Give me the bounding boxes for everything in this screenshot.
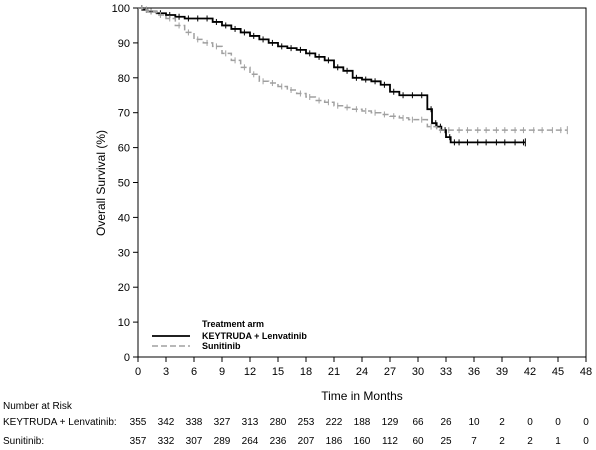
risk-value: 357: [130, 436, 147, 447]
y-tick-label: 30: [118, 247, 130, 259]
risk-value: 338: [186, 417, 203, 428]
risk-value: 253: [298, 417, 315, 428]
legend-label-sunitinib: Sunitinib: [202, 341, 241, 351]
legend-title: Treatment arm: [202, 319, 264, 329]
risk-value: 0: [527, 417, 533, 428]
risk-value: 2: [499, 436, 505, 447]
risk-value: 188: [354, 417, 371, 428]
risk-value: 332: [158, 436, 175, 447]
risk-value: 26: [440, 417, 452, 428]
x-tick-label: 18: [300, 366, 312, 378]
series-line-keytruda: [138, 7, 526, 144]
risk-value: 112: [382, 436, 398, 447]
risk-value: 207: [298, 436, 315, 447]
risk-table-header: Number at Risk: [3, 401, 73, 412]
x-tick-label: 33: [440, 366, 452, 378]
x-tick-label: 12: [244, 366, 256, 378]
risk-table: Number at Risk KEYTRUDA + Lenvatinib: Su…: [3, 401, 589, 447]
y-axis: 0 10 20 30 40 50 60 70 80 90 100: [112, 3, 138, 364]
risk-value: 307: [186, 436, 203, 447]
y-tick-label: 20: [118, 282, 130, 294]
y-tick-label: 100: [112, 3, 130, 15]
y-tick-label: 10: [118, 317, 130, 329]
x-tick-label: 45: [552, 366, 564, 378]
x-tick-label: 9: [219, 366, 225, 378]
risk-value: 313: [242, 417, 259, 428]
x-tick-label: 15: [272, 366, 284, 378]
legend-label-keytruda: KEYTRUDA + Lenvatinib: [202, 331, 307, 341]
risk-value: 2: [499, 417, 505, 428]
series-line-sunitinib: [138, 7, 568, 131]
y-tick-label: 80: [118, 73, 130, 85]
risk-value: 7: [471, 436, 477, 447]
x-axis-title: Time in Months: [321, 389, 403, 403]
risk-value: 160: [354, 436, 371, 447]
risk-value: 25: [440, 436, 452, 447]
plot-frame: [137, 7, 587, 358]
x-tick-label: 36: [468, 366, 480, 378]
risk-value: 66: [412, 417, 424, 428]
y-axis-title: Overall Survival (%): [94, 130, 108, 236]
x-tick-label: 48: [580, 366, 592, 378]
risk-value: 10: [468, 417, 480, 428]
y-tick-label: 40: [118, 212, 130, 224]
x-tick-label: 6: [191, 366, 197, 378]
x-tick-label: 3: [163, 366, 169, 378]
x-tick-label: 27: [384, 366, 396, 378]
x-tick-label: 21: [328, 366, 340, 378]
y-tick-label: 90: [118, 38, 130, 50]
survival-curves: [138, 5, 568, 147]
risk-value: 0: [583, 436, 589, 447]
risk-value: 289: [214, 436, 231, 447]
risk-value: 0: [555, 417, 561, 428]
risk-value: 280: [270, 417, 287, 428]
x-tick-label: 0: [135, 366, 141, 378]
risk-value: 342: [158, 417, 175, 428]
risk-values: 355 342 338 327 313 280 253 222 188 129 66 26 10 2 0 0 0…: [130, 417, 590, 447]
y-tick-label: 0: [124, 352, 130, 364]
risk-value: 129: [382, 417, 399, 428]
risk-value: 222: [326, 417, 343, 428]
legend: Treatment arm KEYTRUDA + Lenvatinib Suni…: [152, 319, 307, 351]
y-tick-label: 60: [118, 143, 130, 155]
x-tick-label: 30: [412, 366, 424, 378]
risk-value: 186: [326, 436, 343, 447]
risk-value: 0: [583, 417, 589, 428]
risk-value: 355: [130, 417, 147, 428]
risk-row-label-sunitinib: Sunitinib:: [3, 436, 44, 447]
x-tick-label: 42: [524, 366, 536, 378]
risk-value: 60: [412, 436, 424, 447]
x-axis: 0 3 6 9 12 15 18 21 24 27 30 33 36 39 42 45 48: [135, 357, 592, 378]
y-tick-label: 70: [118, 108, 130, 120]
x-tick-label: 24: [356, 366, 368, 378]
risk-value: 327: [214, 417, 231, 428]
risk-value: 236: [270, 436, 287, 447]
x-tick-label: 39: [496, 366, 508, 378]
risk-row-label-keytruda: KEYTRUDA + Lenvatinib:: [3, 417, 117, 428]
y-tick-label: 50: [118, 178, 130, 190]
risk-value: 1: [555, 436, 561, 447]
risk-value: 2: [527, 436, 533, 447]
risk-value: 264: [242, 436, 259, 447]
